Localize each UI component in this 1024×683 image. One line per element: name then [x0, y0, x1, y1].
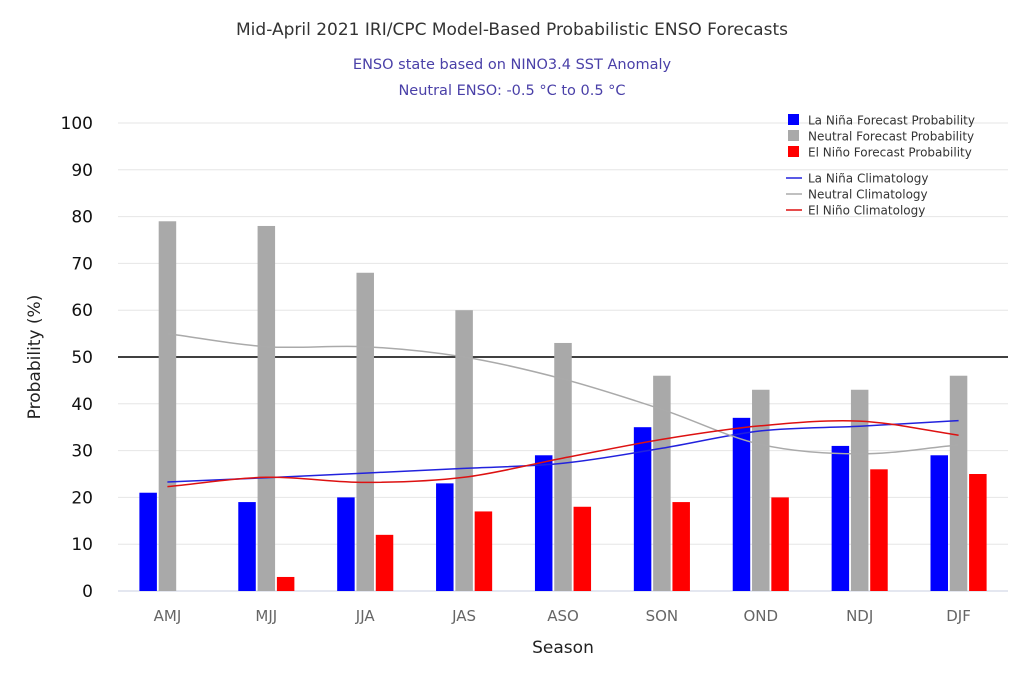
bar — [831, 445, 850, 591]
bar — [752, 389, 770, 591]
bars — [139, 221, 987, 591]
bar — [969, 474, 987, 591]
y-tick-label: 90 — [71, 161, 93, 181]
bar — [633, 427, 652, 591]
bar — [554, 342, 572, 591]
y-tick-label: 30 — [71, 442, 93, 462]
bar — [356, 272, 374, 591]
x-tick-label: JAS — [451, 607, 476, 625]
bar — [771, 497, 789, 591]
bar — [930, 455, 949, 591]
climatology-lines — [167, 332, 959, 488]
chart-subtitle-line-2: Neutral ENSO: -0.5 °C to 0.5 °C — [398, 83, 625, 99]
x-tick-label: AMJ — [154, 607, 182, 625]
bar — [534, 455, 553, 591]
y-tick-label: 60 — [71, 301, 93, 321]
x-tick-label: ASO — [547, 607, 579, 625]
y-axis-label: Probability (%) — [25, 295, 45, 420]
bar — [455, 310, 473, 591]
legend-label: Neutral Forecast Probability — [808, 130, 974, 144]
legend-swatch — [788, 146, 799, 157]
climatology-line — [167, 419, 959, 483]
y-tick-label: 50 — [71, 348, 93, 368]
legend: La Niña Forecast Probability Neutral Fore… — [786, 114, 975, 218]
bar — [276, 576, 295, 591]
y-axis-ticks: 0 10 20 30 40 50 60 70 80 90 100 — [61, 114, 93, 602]
bar — [375, 534, 394, 591]
x-axis-ticks: AMJ MJJ JJA JAS ASO SON OND NDJ DJF — [154, 607, 971, 625]
bar — [474, 511, 493, 591]
bar — [949, 375, 968, 591]
y-tick-label: 0 — [82, 582, 93, 602]
x-tick-label: OND — [743, 607, 778, 625]
y-tick-label: 80 — [71, 208, 93, 228]
x-tick-label: JJA — [355, 607, 376, 625]
bar — [139, 492, 157, 591]
bar — [238, 502, 256, 591]
legend-label: El Niño Forecast Probability — [808, 146, 972, 160]
bar — [257, 225, 276, 591]
x-tick-label: DJF — [946, 607, 971, 625]
legend-label: La Niña Forecast Probability — [808, 114, 975, 128]
legend-swatch — [788, 114, 799, 125]
bar — [653, 375, 671, 591]
x-tick-label: SON — [646, 607, 679, 625]
legend-label: Neutral Climatology — [808, 188, 928, 202]
bar — [850, 389, 869, 591]
y-tick-label: 20 — [71, 488, 93, 508]
legend-swatch — [788, 130, 799, 141]
y-tick-label: 40 — [71, 395, 93, 415]
bar — [158, 221, 177, 591]
chart-subtitle-line-1: ENSO state based on NINO3.4 SST Anomaly — [353, 57, 672, 73]
x-axis-label: Season — [532, 638, 594, 658]
bar — [337, 497, 355, 591]
bar — [870, 469, 888, 591]
legend-label: La Niña Climatology — [808, 172, 928, 186]
bar — [732, 417, 751, 591]
x-tick-label: MJJ — [255, 607, 277, 625]
climatology-line — [167, 332, 959, 455]
x-tick-label: NDJ — [846, 607, 873, 625]
chart-title: Mid-April 2021 IRI/CPC Model-Based Proba… — [236, 20, 788, 40]
y-tick-label: 70 — [71, 254, 93, 274]
bar — [672, 502, 690, 591]
bar — [436, 483, 454, 591]
y-tick-label: 100 — [61, 114, 93, 134]
legend-label: El Niño Climatology — [808, 204, 925, 218]
y-tick-label: 10 — [71, 535, 93, 555]
climatology-line — [167, 419, 959, 488]
bar — [573, 506, 592, 591]
